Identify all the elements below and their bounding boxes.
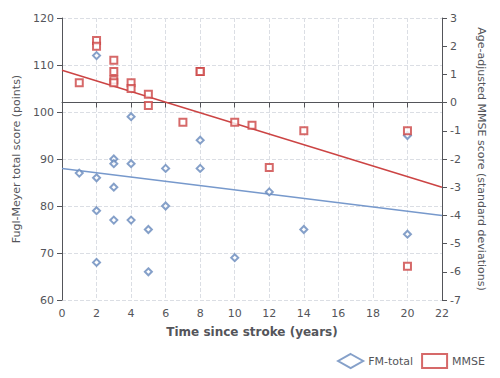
svg-text:Time since stroke (years): Time since stroke (years) <box>166 325 337 339</box>
svg-text:4: 4 <box>128 307 135 320</box>
svg-text:20: 20 <box>400 307 414 320</box>
svg-text:Age-adjusted MMSE score (stand: Age-adjusted MMSE score (standard deviat… <box>475 27 488 290</box>
svg-text:120: 120 <box>33 12 54 25</box>
svg-text:-4: -4 <box>450 209 461 222</box>
svg-text:10: 10 <box>228 307 242 320</box>
svg-text:8: 8 <box>197 307 204 320</box>
svg-text:14: 14 <box>297 307 311 320</box>
svg-text:70: 70 <box>40 247 54 260</box>
svg-text:3: 3 <box>450 12 457 25</box>
svg-text:60: 60 <box>40 294 54 307</box>
svg-text:18: 18 <box>366 307 380 320</box>
svg-text:MMSE: MMSE <box>452 355 485 368</box>
svg-text:22: 22 <box>435 307 449 320</box>
svg-text:-7: -7 <box>450 294 461 307</box>
svg-text:1: 1 <box>450 68 457 81</box>
svg-text:-6: -6 <box>450 265 461 278</box>
svg-text:12: 12 <box>262 307 276 320</box>
svg-text:2: 2 <box>93 307 100 320</box>
svg-text:-2: -2 <box>450 153 461 166</box>
svg-text:16: 16 <box>331 307 345 320</box>
svg-text:-3: -3 <box>450 181 461 194</box>
svg-text:110: 110 <box>33 59 54 72</box>
svg-text:0: 0 <box>59 307 66 320</box>
svg-text:6: 6 <box>162 307 169 320</box>
svg-text:-1: -1 <box>450 124 461 137</box>
svg-text:2: 2 <box>450 40 457 53</box>
svg-text:FM-total: FM-total <box>368 355 413 368</box>
svg-text:100: 100 <box>33 106 54 119</box>
svg-text:-5: -5 <box>450 237 461 250</box>
svg-text:0: 0 <box>450 96 457 109</box>
svg-text:90: 90 <box>40 153 54 166</box>
svg-text:80: 80 <box>40 200 54 213</box>
svg-text:Fugl-Meyer total score (points: Fugl-Meyer total score (points) <box>10 75 23 243</box>
